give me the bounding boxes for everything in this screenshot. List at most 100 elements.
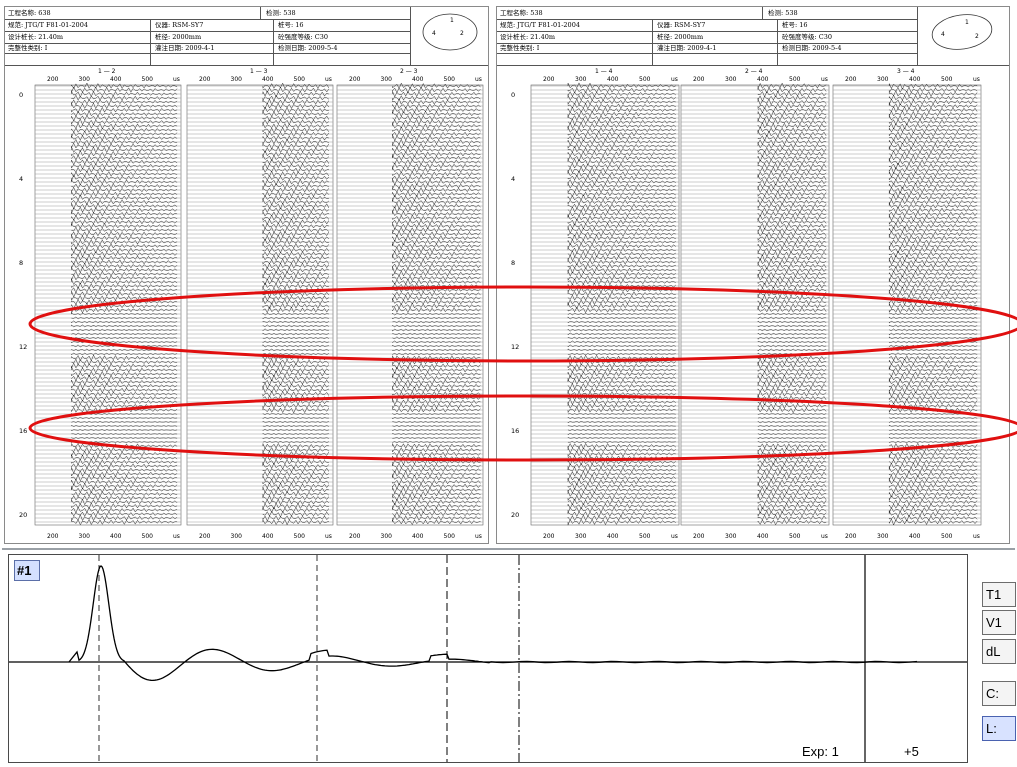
concrete-grade-label: 砼强度等级: C30 [278, 33, 329, 41]
profile-frame [186, 84, 334, 526]
tube-layout-diagram: 4 1 2 [931, 14, 993, 50]
time-tick-label: 400 [757, 533, 769, 540]
time-tick-label: 200 [47, 533, 59, 540]
profile-title: 3 — 4 [897, 68, 915, 75]
waveform-plot [9, 555, 967, 762]
time-tick-label: 300 [575, 76, 587, 83]
time-tick-label: 500 [789, 533, 801, 540]
time-tick-label: 300 [231, 76, 243, 83]
pour-date-label: 灌注日期: 2009-4-1 [657, 44, 717, 52]
gain-label: +5 [904, 744, 919, 759]
depth-label: 0 [511, 91, 515, 99]
waveform-traces [888, 83, 978, 526]
tube-layout-diagram: 4 1 2 [422, 13, 478, 51]
waveform-trace [68, 565, 918, 682]
instrument-label: 仪器: RSM-SY7 [657, 21, 706, 29]
time-tick-label: 400 [262, 533, 274, 540]
time-tick-label: 300 [79, 533, 91, 540]
waveform-plot-area[interactable]: #1 Exp: 1 +5 [8, 554, 968, 763]
time-tick-label: 400 [412, 76, 424, 83]
profile-title: 2 — 4 [745, 68, 763, 75]
right-report-header: 工程名称: 538 检测: 538 规范: JTG/T F81-01-2004 … [497, 7, 1009, 66]
time-tick-label: 400 [110, 76, 122, 83]
time-tick-label: us [671, 533, 678, 540]
time-tick-label: 300 [725, 533, 737, 540]
waveform-traces [567, 82, 676, 526]
time-tick-label: 200 [845, 533, 857, 540]
pour-date-label: 灌注日期: 2009-4-1 [155, 44, 215, 52]
waveform-traces [392, 82, 481, 526]
time-tick-label: 400 [757, 76, 769, 83]
dl-button[interactable]: dL [982, 639, 1016, 664]
pile-no-label: 桩号: 16 [278, 21, 304, 29]
time-tick-label: 500 [294, 533, 306, 540]
defect-ellipse-lower [28, 394, 1017, 462]
project-name: 工程名称: 538 [500, 9, 543, 17]
l-button[interactable]: L: [982, 716, 1016, 741]
right-report-sheet: 工程名称: 538 检测: 538 规范: JTG/T F81-01-2004 … [496, 6, 1010, 544]
profile-frame [832, 84, 982, 526]
time-tick-label: 200 [845, 76, 857, 83]
project-name: 工程名称: 638 [8, 9, 51, 17]
time-tick-label: us [973, 533, 980, 540]
depth-label: 12 [19, 343, 27, 351]
test-date-label: 检测日期: 2009-5-4 [782, 44, 842, 52]
svg-text:2: 2 [975, 33, 979, 40]
exp-label: Exp: 1 [802, 744, 839, 759]
right-sonic-profiles: 0 4 8 12 16 20 1 — 4 200 200 300 300 400 400 500 500 us… [511, 68, 982, 540]
time-tick-label: 300 [877, 533, 889, 540]
time-tick-label: 200 [349, 76, 361, 83]
time-tick-label: 200 [199, 76, 211, 83]
instrument-label: 仪器: RSM-SY7 [155, 21, 204, 29]
time-tick-label: us [325, 76, 332, 83]
profile-frame [680, 84, 830, 526]
trace-baselines [681, 85, 829, 523]
svg-text:1: 1 [965, 19, 969, 26]
time-tick-label: 200 [693, 533, 705, 540]
time-tick-label: 300 [575, 533, 587, 540]
time-tick-label: 500 [294, 76, 306, 83]
profile-frame [34, 84, 182, 526]
depth-label: 20 [19, 511, 27, 519]
profile-frame [530, 84, 680, 526]
time-tick-label: 400 [110, 533, 122, 540]
channel-indicator[interactable]: #1 [14, 560, 40, 581]
time-tick-label: 500 [941, 76, 953, 83]
depth-label: 4 [511, 175, 515, 183]
waveform-traces [262, 82, 330, 526]
time-tick-label: us [475, 533, 482, 540]
svg-text:4: 4 [941, 31, 945, 38]
profile-title: 2 — 3 [400, 68, 418, 75]
svg-text:2: 2 [460, 30, 464, 37]
standard-label: 规范: JTG/T F81-01-2004 [8, 21, 88, 29]
integrity-label: 完整性类别: Ⅰ [500, 44, 540, 52]
depth-label: 8 [19, 259, 23, 267]
c-button[interactable]: C: [982, 681, 1016, 706]
time-tick-label: us [325, 533, 332, 540]
profile-title: 1 — 3 [250, 68, 268, 75]
time-tick-label: 500 [639, 76, 651, 83]
standard-label: 规范: JTG/T F81-01-2004 [500, 21, 580, 29]
v1-button[interactable]: V1 [982, 610, 1016, 635]
time-tick-label: 500 [789, 76, 801, 83]
left-report-header: 工程名称: 638 检测: 538 规范: JTG/T F81-01-2004 … [5, 7, 488, 66]
time-tick-label: 400 [909, 533, 921, 540]
design-length-label: 设计桩长: 21.40m [8, 33, 64, 41]
t1-button[interactable]: T1 [982, 582, 1016, 607]
waveform-traces [71, 82, 178, 526]
time-tick-label: 400 [262, 76, 274, 83]
time-tick-label: us [821, 533, 828, 540]
time-tick-label: 200 [543, 76, 555, 83]
profile-frame [336, 84, 484, 526]
time-tick-label: 300 [79, 76, 91, 83]
time-tick-label: 200 [199, 533, 211, 540]
left-sonic-profiles: 0 4 8 12 16 20 1 — 2 200 200 300 300 400 400 500 500 us… [19, 68, 484, 540]
depth-label: 16 [19, 427, 27, 435]
time-tick-label: 500 [639, 533, 651, 540]
detect-label: 检测: 538 [768, 9, 798, 17]
time-tick-label: us [173, 76, 180, 83]
time-tick-label: 500 [444, 76, 456, 83]
time-tick-label: us [173, 533, 180, 540]
time-tick-label: 300 [725, 76, 737, 83]
time-tick-label: 200 [47, 76, 59, 83]
